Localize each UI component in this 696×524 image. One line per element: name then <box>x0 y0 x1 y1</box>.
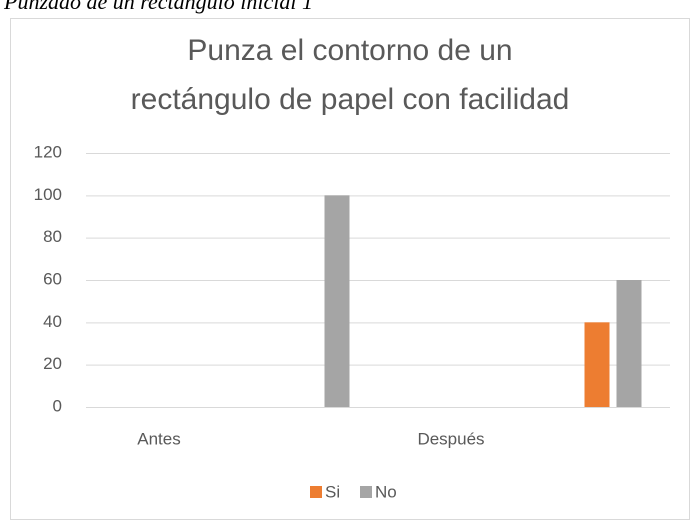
y-tick-label: 60 <box>43 269 62 288</box>
y-tick-label: 0 <box>53 396 62 415</box>
legend-label: No <box>375 482 397 501</box>
chart-title: rectángulo de papel con facilidad <box>131 83 570 116</box>
bar <box>324 195 350 407</box>
bar <box>584 322 610 407</box>
y-tick-label: 120 <box>34 142 62 161</box>
x-tick-label: Después <box>417 429 484 448</box>
y-tick-label: 20 <box>43 354 62 373</box>
x-tick-label: Antes <box>137 429 180 448</box>
y-tick-label: 80 <box>43 227 62 246</box>
legend-swatch <box>310 486 322 498</box>
y-tick-label: 100 <box>34 185 62 204</box>
legend-label: Si <box>325 482 340 501</box>
caption: Punzado de un rectángulo inicial 1 <box>3 0 313 14</box>
chart-title: Punza el contorno de un <box>187 34 512 67</box>
bar <box>616 280 642 407</box>
y-tick-label: 40 <box>43 312 62 331</box>
legend-swatch <box>360 486 372 498</box>
chart-frame <box>10 18 690 520</box>
